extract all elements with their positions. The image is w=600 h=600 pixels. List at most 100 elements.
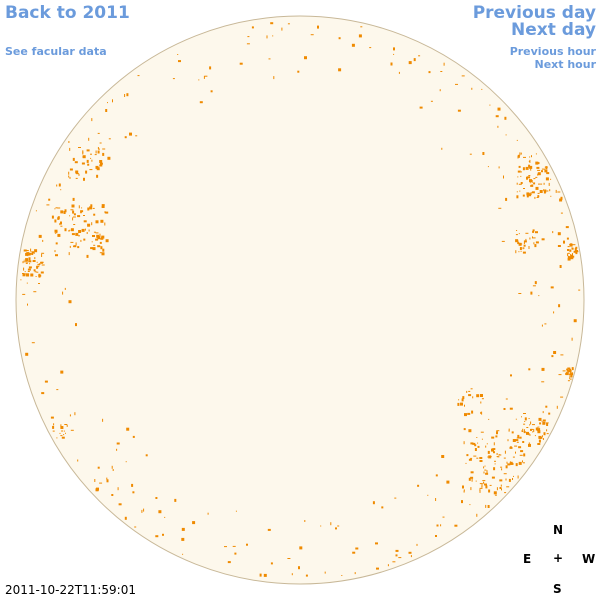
facula-speck bbox=[440, 524, 442, 527]
facula-speck bbox=[520, 450, 524, 453]
facula-speck bbox=[491, 436, 495, 439]
facula-speck bbox=[69, 147, 71, 151]
facula-speck bbox=[518, 233, 520, 235]
facula-speck bbox=[96, 487, 99, 491]
facula-speck bbox=[108, 138, 111, 140]
facula-speck bbox=[570, 257, 574, 260]
facula-speck bbox=[23, 267, 25, 271]
facula-speck bbox=[526, 431, 529, 435]
facula-speck bbox=[40, 261, 44, 264]
facula-speck bbox=[567, 253, 569, 257]
facula-speck bbox=[181, 527, 185, 531]
facula-speck bbox=[529, 156, 531, 158]
facula-speck bbox=[91, 222, 93, 226]
see-facular-data-link[interactable]: See facular data bbox=[5, 45, 107, 58]
next-hour-link[interactable]: Next hour bbox=[534, 58, 597, 71]
facula-speck bbox=[532, 236, 533, 239]
facula-speck bbox=[537, 443, 541, 445]
facula-speck bbox=[93, 231, 96, 233]
facula-speck bbox=[408, 551, 412, 554]
facula-speck bbox=[543, 189, 545, 192]
facula-speck bbox=[474, 444, 477, 447]
facula-speck bbox=[441, 147, 443, 150]
facula-speck bbox=[63, 211, 66, 214]
facula-speck bbox=[246, 543, 248, 546]
next-day-link[interactable]: Next day bbox=[511, 20, 596, 40]
facula-speck bbox=[68, 175, 70, 178]
facula-speck bbox=[544, 169, 548, 173]
facula-speck bbox=[505, 134, 507, 136]
facula-speck bbox=[541, 238, 545, 241]
facula-speck bbox=[40, 271, 44, 274]
facula-speck bbox=[495, 115, 499, 118]
facula-speck bbox=[192, 521, 196, 525]
facula-speck bbox=[99, 252, 102, 254]
facula-speck bbox=[68, 252, 70, 256]
facula-speck bbox=[392, 561, 396, 563]
facula-speck bbox=[566, 368, 569, 372]
facula-speck bbox=[28, 252, 32, 254]
facula-speck bbox=[54, 208, 56, 210]
facula-speck bbox=[503, 473, 507, 475]
facula-speck bbox=[428, 71, 431, 74]
facula-speck bbox=[484, 469, 487, 471]
facula-speck bbox=[485, 485, 488, 489]
facula-speck bbox=[529, 237, 531, 240]
facula-speck bbox=[529, 165, 533, 169]
facula-speck bbox=[375, 542, 378, 545]
facula-speck bbox=[52, 430, 55, 432]
facula-speck bbox=[519, 190, 521, 192]
facula-speck bbox=[31, 251, 33, 253]
facula-speck bbox=[27, 303, 28, 306]
facula-speck bbox=[489, 104, 491, 106]
facula-speck bbox=[457, 109, 461, 112]
facula-speck bbox=[483, 482, 484, 484]
facula-speck bbox=[512, 439, 516, 442]
facula-speck bbox=[37, 263, 41, 265]
facula-speck bbox=[540, 183, 543, 185]
facula-speck bbox=[522, 428, 524, 432]
facula-speck bbox=[56, 389, 59, 391]
facula-speck bbox=[465, 462, 467, 464]
facula-speck bbox=[504, 116, 507, 120]
facula-speck bbox=[372, 501, 375, 505]
facula-speck bbox=[518, 446, 522, 449]
facula-speck bbox=[548, 412, 551, 415]
previous-day-link[interactable]: Previous day bbox=[472, 3, 596, 23]
facula-speck bbox=[72, 157, 75, 161]
facula-speck bbox=[75, 177, 78, 179]
facula-speck bbox=[523, 413, 526, 414]
back-to-year-link[interactable]: Back to 2011 bbox=[5, 3, 130, 23]
facula-speck bbox=[537, 195, 540, 198]
facula-speck bbox=[41, 252, 45, 254]
facula-speck bbox=[369, 47, 372, 49]
facula-speck bbox=[530, 192, 532, 195]
facula-speck bbox=[517, 176, 519, 178]
previous-hour-link[interactable]: Previous hour bbox=[509, 45, 596, 58]
facula-speck bbox=[94, 154, 97, 156]
facula-speck bbox=[485, 504, 487, 508]
facula-speck bbox=[505, 197, 508, 201]
facula-speck bbox=[246, 43, 250, 45]
facula-speck bbox=[505, 465, 508, 469]
facula-speck bbox=[530, 291, 533, 295]
facula-speck bbox=[476, 437, 478, 438]
facula-speck bbox=[516, 195, 519, 199]
facula-speck bbox=[570, 254, 572, 256]
facula-speck bbox=[522, 251, 526, 254]
facula-speck bbox=[81, 228, 85, 232]
facula-speck bbox=[461, 75, 465, 77]
facula-speck bbox=[532, 237, 536, 239]
facula-speck bbox=[533, 429, 535, 433]
facula-speck bbox=[330, 522, 332, 526]
facula-speck bbox=[559, 265, 562, 268]
facula-speck bbox=[125, 461, 127, 463]
facula-speck bbox=[541, 170, 543, 173]
facula-speck bbox=[473, 455, 477, 457]
facula-speck bbox=[101, 236, 104, 239]
facula-speck bbox=[480, 411, 482, 414]
facula-speck bbox=[518, 183, 522, 185]
facula-speck bbox=[520, 175, 522, 177]
facula-speck bbox=[22, 261, 24, 264]
facula-speck bbox=[544, 189, 547, 193]
